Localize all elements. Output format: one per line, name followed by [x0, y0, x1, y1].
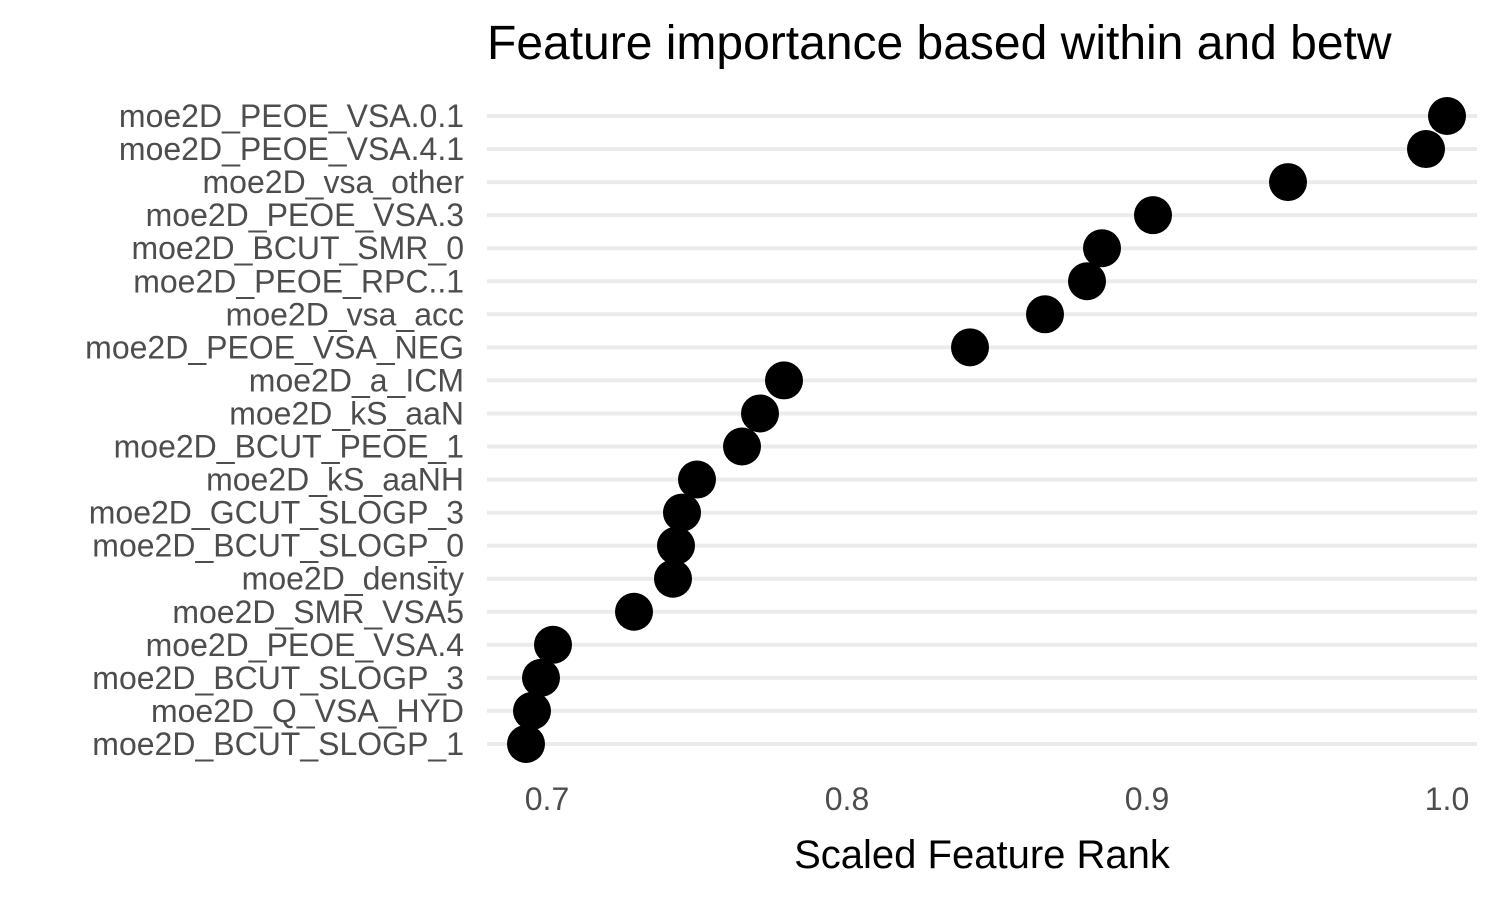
- y-tick-label: moe2D_vsa_other: [203, 164, 465, 200]
- data-point: [654, 559, 692, 598]
- x-axis-title: Scaled Feature Rank: [794, 833, 1171, 877]
- data-point: [615, 592, 653, 631]
- y-tick-label: moe2D_PEOE_VSA.0.1: [119, 98, 464, 134]
- data-point: [657, 526, 695, 565]
- data-point: [1134, 196, 1172, 235]
- y-tick-label: moe2D_PEOE_VSA_NEG: [85, 329, 464, 365]
- chart-title: Feature importance based within and betw: [487, 17, 1392, 70]
- data-point: [951, 328, 989, 367]
- x-axis-labels: 0.7 0.8 0.9 1.0: [525, 781, 1469, 817]
- y-tick-label: moe2D_BCUT_SMR_0: [131, 230, 464, 266]
- data-point: [1068, 262, 1106, 301]
- y-tick-label: moe2D_a_ICM: [249, 362, 464, 398]
- data-point: [522, 658, 560, 697]
- data-point: [1428, 97, 1466, 135]
- data-point: [663, 493, 701, 532]
- data-point: [513, 691, 551, 730]
- y-tick-label: moe2D_kS_aaNH: [206, 462, 464, 498]
- y-tick-label: moe2D_kS_aaN: [229, 395, 464, 431]
- y-tick-label: moe2D_PEOE_RPC..1: [133, 263, 464, 299]
- data-point: [507, 724, 545, 763]
- data-point: [678, 460, 716, 499]
- y-tick-label: moe2D_BCUT_PEOE_1: [114, 429, 464, 465]
- data-point: [1026, 295, 1064, 334]
- x-tick-label: 0.8: [825, 781, 869, 817]
- y-tick-label: moe2D_PEOE_VSA.4.1: [119, 131, 464, 167]
- y-tick-label: moe2D_GCUT_SLOGP_3: [89, 495, 464, 531]
- data-point: [741, 394, 779, 433]
- x-tick-label: 0.9: [1125, 781, 1169, 817]
- x-tick-label: 1.0: [1425, 781, 1469, 817]
- y-tick-label: moe2D_BCUT_SLOGP_3: [92, 660, 464, 696]
- y-tick-label: moe2D_SMR_VSA5: [172, 594, 464, 630]
- data-point: [1269, 163, 1307, 202]
- y-tick-label: moe2D_Q_VSA_HYD: [151, 693, 464, 729]
- y-tick-label: moe2D_BCUT_SLOGP_0: [92, 528, 464, 564]
- y-tick-label: moe2D_vsa_acc: [226, 296, 464, 332]
- data-point: [1083, 229, 1121, 268]
- y-tick-label: moe2D_density: [242, 561, 464, 597]
- data-point: [765, 361, 803, 400]
- data-points: [507, 97, 1466, 763]
- y-axis-labels: moe2D_PEOE_VSA.0.1moe2D_PEOE_VSA.4.1moe2…: [85, 98, 464, 762]
- data-point: [723, 427, 761, 466]
- y-tick-label: moe2D_PEOE_VSA.3: [146, 197, 464, 233]
- y-tick-label: moe2D_PEOE_VSA.4: [146, 627, 464, 663]
- y-tick-label: moe2D_BCUT_SLOGP_1: [92, 726, 464, 762]
- grid-lines: [487, 114, 1477, 746]
- data-point: [1407, 130, 1445, 169]
- x-tick-label: 0.7: [525, 781, 569, 817]
- data-point: [534, 625, 572, 664]
